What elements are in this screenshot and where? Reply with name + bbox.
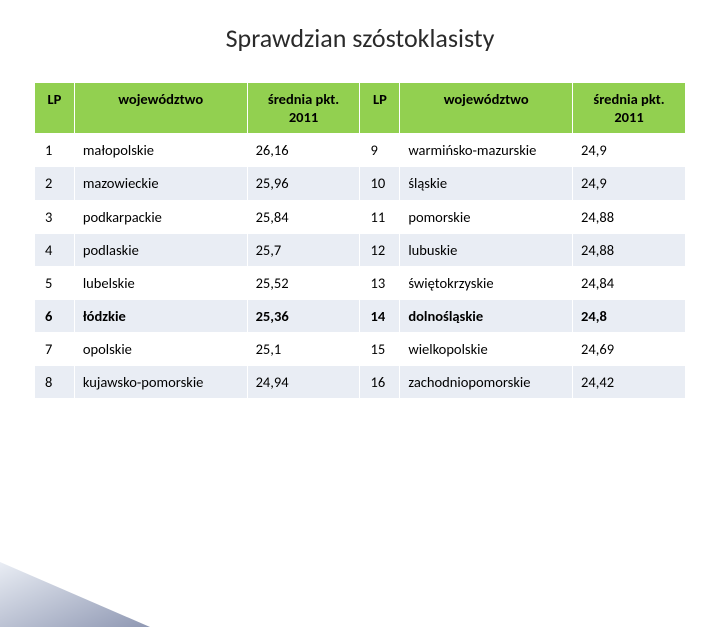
cell-lp: 4 [35, 233, 75, 266]
cell-lp: 15 [360, 333, 400, 366]
col-avg-left: średnia pkt. 2011 [247, 83, 360, 134]
cell-woj: lubelskie [74, 266, 247, 299]
cell-avg: 25,7 [247, 233, 360, 266]
cell-lp: 1 [35, 134, 75, 167]
cell-avg: 24,69 [573, 333, 686, 366]
col-lp-right: LP [360, 83, 400, 134]
cell-woj: podkarpackie [74, 200, 247, 233]
cell-avg: 24,9 [573, 134, 686, 167]
cell-avg: 24,9 [573, 167, 686, 200]
cell-woj: warmińsko-mazurskie [400, 134, 573, 167]
cell-avg: 25,52 [247, 266, 360, 299]
cell-woj: lubuskie [400, 233, 573, 266]
cell-avg: 26,16 [247, 134, 360, 167]
cell-avg: 25,84 [247, 200, 360, 233]
results-table: LP województwo średnia pkt. 2011 LP woje… [34, 82, 686, 399]
table-row: 5lubelskie25,5213świętokrzyskie24,84 [35, 266, 686, 299]
table-container: LP województwo średnia pkt. 2011 LP woje… [0, 82, 720, 399]
cell-avg: 24,88 [573, 200, 686, 233]
table-header-row: LP województwo średnia pkt. 2011 LP woje… [35, 83, 686, 134]
cell-lp: 5 [35, 266, 75, 299]
cell-woj: łódzkie [74, 299, 247, 332]
col-lp-left: LP [35, 83, 75, 134]
cell-avg: 24,94 [247, 366, 360, 399]
cell-woj: zachodniopomorskie [400, 366, 573, 399]
cell-lp: 14 [360, 299, 400, 332]
cell-lp: 11 [360, 200, 400, 233]
col-avg-right: średnia pkt. 2011 [573, 83, 686, 134]
cell-lp: 16 [360, 366, 400, 399]
cell-woj: małopolskie [74, 134, 247, 167]
cell-woj: pomorskie [400, 200, 573, 233]
table-row: 7opolskie25,115wielkopolskie24,69 [35, 333, 686, 366]
table-row: 8kujawsko-pomorskie24,9416zachodniopomor… [35, 366, 686, 399]
cell-avg: 24,88 [573, 233, 686, 266]
table-row: 3podkarpackie25,8411pomorskie24,88 [35, 200, 686, 233]
cell-lp: 13 [360, 266, 400, 299]
col-woj-right: województwo [400, 83, 573, 134]
cell-lp: 3 [35, 200, 75, 233]
table-body: 1małopolskie26,169warmińsko-mazurskie24,… [35, 134, 686, 399]
cell-woj: kujawsko-pomorskie [74, 366, 247, 399]
cell-lp: 7 [35, 333, 75, 366]
cell-lp: 8 [35, 366, 75, 399]
table-row: 1małopolskie26,169warmińsko-mazurskie24,… [35, 134, 686, 167]
cell-avg: 24,84 [573, 266, 686, 299]
table-row: 4podlaskie25,712lubuskie24,88 [35, 233, 686, 266]
cell-lp: 2 [35, 167, 75, 200]
cell-woj: śląskie [400, 167, 573, 200]
cell-woj: opolskie [74, 333, 247, 366]
cell-avg: 25,96 [247, 167, 360, 200]
col-woj-left: województwo [74, 83, 247, 134]
cell-lp: 12 [360, 233, 400, 266]
table-row: 6łódzkie25,3614dolnośląskie24,8 [35, 299, 686, 332]
cell-lp: 10 [360, 167, 400, 200]
cell-lp: 6 [35, 299, 75, 332]
cell-avg: 25,36 [247, 299, 360, 332]
cell-woj: świętokrzyskie [400, 266, 573, 299]
cell-avg: 24,42 [573, 366, 686, 399]
cell-lp: 9 [360, 134, 400, 167]
cell-woj: wielkopolskie [400, 333, 573, 366]
page-title: Sprawdzian szóstoklasisty [0, 22, 720, 54]
table-row: 2mazowieckie25,9610śląskie24,9 [35, 167, 686, 200]
cell-woj: podlaskie [74, 233, 247, 266]
cell-avg: 25,1 [247, 333, 360, 366]
cell-woj: dolnośląskie [400, 299, 573, 332]
cell-woj: mazowieckie [74, 167, 247, 200]
cell-avg: 24,8 [573, 299, 686, 332]
